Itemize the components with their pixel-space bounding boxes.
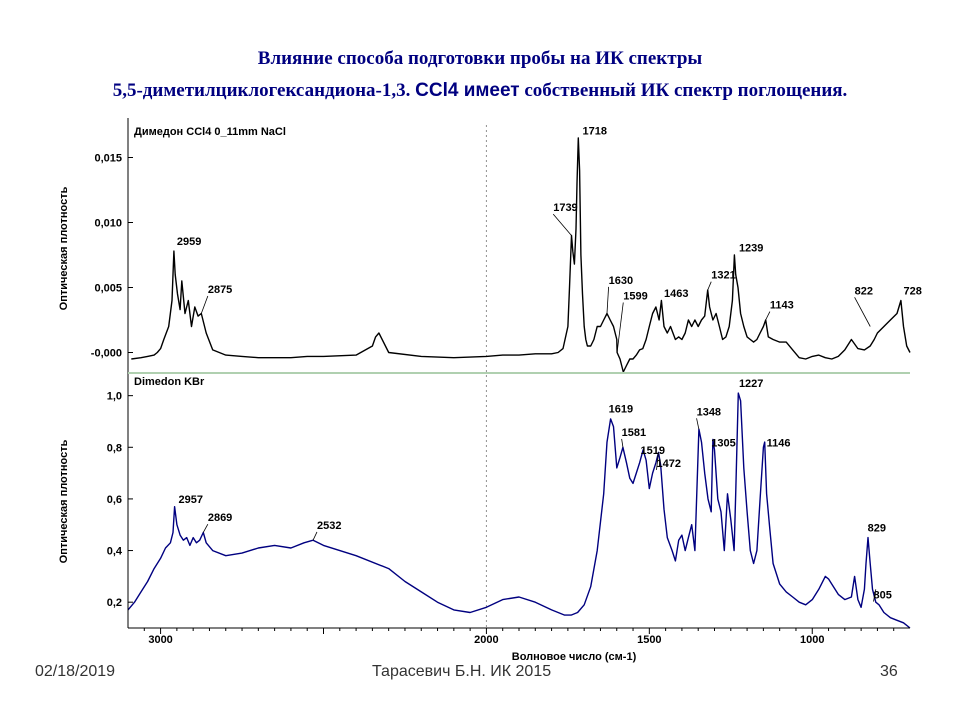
bottom-peak-leader-7 [696, 418, 700, 430]
top-peak-label-11: 728 [903, 285, 921, 297]
footer-date: 02/18/2019 [35, 663, 116, 680]
bottom-peak-leader-4 [621, 438, 624, 448]
top-peak-leader-7 [707, 281, 712, 291]
bottom-peak-label-10: 1146 [767, 437, 791, 449]
x-tick-label-0: 3000 [148, 634, 172, 646]
title-part-c: собственный ИК спектр поглощения. [519, 80, 848, 101]
top-peak-label-6: 1463 [664, 288, 688, 300]
bottom-ytick-label-2: 0,6 [107, 494, 122, 506]
bottom-peak-label-9: 1227 [739, 378, 763, 390]
bottom-spectrum-panel: 1,0 0,8 0,6 0,4 0,2 Оптическая плотность Dimed… [58, 375, 911, 629]
bottom-peak-leader-6 [656, 452, 659, 470]
footer-author: Тарасевич Б.Н. ИК 2015 [372, 663, 552, 680]
top-peak-label-0: 1718 [583, 125, 607, 137]
bottom-ytick-label-1: 0,8 [107, 442, 122, 454]
top-peak-label-4: 1630 [609, 275, 633, 287]
slide-title-line2: 5,5-диметилциклогександиона-1,3. CCl4 им… [0, 80, 960, 102]
bottom-peak-label-11: 829 [868, 522, 886, 534]
bottom-peak-label-4: 1581 [622, 427, 646, 439]
bottom-ylabel: Оптическая плотность [58, 439, 70, 563]
top-peak-label-3: 2875 [208, 284, 232, 296]
top-peak-label-10: 822 [855, 285, 873, 297]
top-ytick-label-0: 0,015 [94, 153, 122, 165]
top-peak-label-8: 1239 [739, 242, 763, 254]
top-peak-leader-10 [854, 297, 871, 327]
top-peak-label-7: 1321 [711, 270, 735, 282]
chart-frame: 3000 2000 1500 1000 Волновое число (см-1) [127, 118, 910, 663]
top-peak-leader-9 [765, 311, 771, 321]
bottom-peak-label-7: 1348 [697, 406, 721, 418]
top-panel-label: Димедон CCl4 0_11mm NaCl [134, 126, 286, 138]
top-peak-label-2: 2959 [177, 236, 201, 248]
title-part-b: CCl4 имеет [415, 80, 520, 101]
slide-title-line1: Влияние способа подготовки пробы на ИК с… [257, 48, 703, 69]
top-peak-leader-1 [552, 213, 572, 236]
top-ytick-label-3: -0,000 [91, 348, 122, 360]
top-peak-leader-3 [200, 295, 209, 314]
footer-page-number: 36 [880, 663, 898, 680]
bottom-peak-leader-12 [873, 589, 877, 602]
bottom-ytick-label-3: 0,4 [107, 546, 123, 558]
bottom-ytick-label-0: 1,0 [107, 391, 122, 403]
top-peak-label-9: 1143 [770, 300, 794, 312]
bottom-peak-label-3: 1619 [609, 404, 633, 416]
top-peak-label-1: 1739 [553, 202, 577, 214]
bottom-spectrum-line [127, 392, 911, 629]
top-peak-leader-5 [616, 302, 624, 353]
top-spectrum-panel: 0,015 0,010 0,005 -0,000 Оптическая плотност… [58, 125, 922, 373]
bottom-peak-label-2: 2532 [317, 520, 341, 532]
top-ylabel: Оптическая плотность [58, 186, 70, 310]
bottom-peak-label-12: 805 [874, 590, 892, 602]
top-ytick-label-2: 0,005 [94, 283, 122, 295]
bottom-peak-leader-2 [312, 531, 318, 541]
top-spectrum-line [131, 137, 911, 373]
bottom-panel-label: Dimedon KBr [134, 376, 205, 388]
bottom-ytick-label-4: 0,2 [107, 597, 122, 609]
x-tick-label-3: 1000 [800, 634, 824, 646]
x-tick-label-1: 2000 [474, 634, 498, 646]
bottom-peak-label-0: 2957 [179, 494, 203, 506]
bottom-peak-leader-1 [202, 523, 209, 533]
bottom-peak-label-5: 1519 [641, 445, 665, 457]
x-axis-label: Волновое число (см-1) [512, 651, 637, 663]
bottom-peak-label-1: 2869 [208, 512, 232, 524]
top-ytick-label-1: 0,010 [94, 218, 122, 230]
top-peak-label-5: 1599 [623, 291, 647, 303]
x-tick-label-2: 1500 [637, 634, 661, 646]
top-peak-leader-4 [606, 286, 610, 314]
title-part-a: 5,5-диметилциклогександиона-1,3. [112, 80, 416, 101]
bottom-peak-label-6: 1472 [657, 458, 681, 470]
bottom-peak-label-8: 1305 [711, 437, 735, 449]
